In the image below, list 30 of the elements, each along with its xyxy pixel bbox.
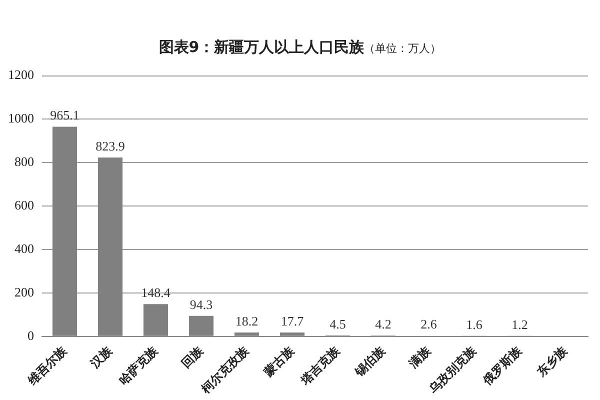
chart-subtitle: （单位：万人）: [364, 42, 442, 55]
x-tick-label: 哈萨克族: [116, 343, 161, 388]
data-label: 1.6: [466, 316, 483, 332]
x-tick-label: 满族: [406, 343, 434, 372]
y-tick-label: 1200: [8, 67, 34, 82]
x-tick-label: 塔吉克族: [298, 343, 343, 388]
data-label: 823.9: [96, 138, 125, 154]
data-label: 17.7: [280, 313, 304, 328]
data-label: 2.6: [420, 316, 438, 332]
chart-title: 图表9：新疆万人以上人口民族: [158, 38, 364, 56]
x-tick-label: 锡伯族: [352, 343, 388, 380]
y-tick-label: 600: [14, 198, 34, 213]
x-tick-label: 俄罗斯族: [480, 343, 525, 388]
x-tick-label: 蒙古族: [260, 343, 298, 380]
data-label: 148.4: [141, 285, 171, 300]
data-label: 4.5: [330, 316, 346, 332]
y-tick-label: 1000: [8, 110, 34, 126]
y-tick-label: 400: [14, 240, 34, 256]
y-tick-label: 800: [14, 154, 34, 170]
x-tick-label: 维吾尔族: [24, 343, 70, 388]
x-tick-label: 回族: [178, 343, 206, 371]
y-tick-label: 0: [28, 328, 34, 343]
data-label: 965.1: [50, 108, 80, 123]
data-label: 1.2: [512, 317, 528, 332]
y-tick-label: 200: [14, 284, 34, 300]
data-label: 18.2: [235, 313, 258, 328]
data-label: 94.3: [190, 296, 213, 312]
x-tick-label: 汉族: [87, 343, 116, 372]
data-label: 4.2: [375, 316, 392, 332]
x-tick-label: 东乡族: [534, 343, 570, 380]
